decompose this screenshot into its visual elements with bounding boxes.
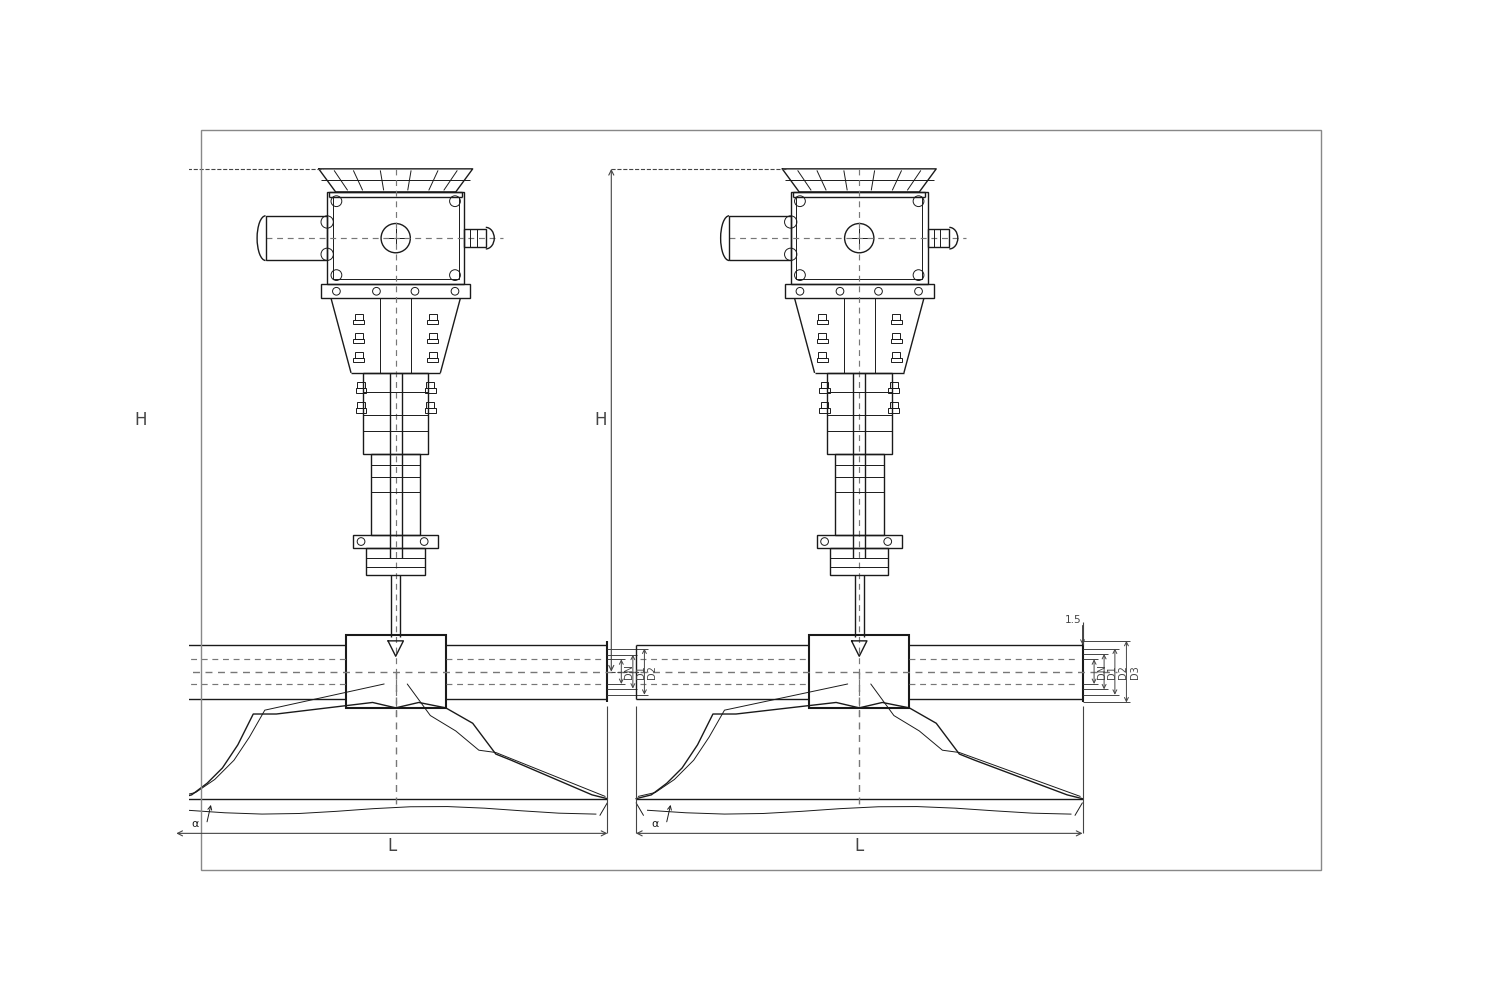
Bar [820, 408, 830, 413]
Bar [729, 216, 790, 260]
Bar [890, 382, 898, 388]
Bar [364, 373, 428, 453]
Bar [429, 314, 437, 320]
Bar [426, 402, 434, 408]
Bar [891, 339, 901, 343]
Text: L: L [854, 837, 864, 854]
Bar [355, 314, 362, 320]
Bar [892, 333, 900, 339]
Text: D3: D3 [1130, 665, 1139, 678]
Bar [367, 548, 425, 575]
Bar [465, 229, 486, 248]
Bar [356, 408, 367, 413]
Bar [321, 284, 471, 298]
Bar [928, 229, 949, 248]
Text: H: H [594, 411, 607, 430]
Bar [266, 216, 327, 260]
Bar [888, 388, 900, 393]
Bar [820, 388, 830, 393]
Bar [830, 548, 888, 575]
Bar [892, 352, 900, 358]
Bar [784, 284, 934, 298]
Text: L: L [388, 837, 396, 854]
Bar [353, 535, 438, 548]
Bar [327, 192, 465, 284]
Bar [796, 197, 922, 279]
Bar [356, 388, 367, 393]
Bar [425, 388, 435, 393]
Bar [353, 339, 364, 343]
Bar [428, 320, 438, 324]
Bar [429, 333, 437, 339]
Bar [809, 636, 909, 708]
Bar [818, 333, 826, 339]
Bar [817, 358, 827, 362]
Bar [818, 314, 826, 320]
Bar [817, 535, 901, 548]
Bar [888, 408, 900, 413]
Bar [425, 408, 435, 413]
Text: 1.5: 1.5 [1065, 615, 1081, 625]
Text: α: α [192, 819, 199, 829]
Bar [429, 352, 437, 358]
Bar [817, 320, 827, 324]
Bar [818, 352, 826, 358]
Text: H: H [135, 411, 147, 430]
Bar [821, 382, 829, 388]
Bar [817, 339, 827, 343]
Bar [358, 402, 365, 408]
Text: α: α [652, 819, 659, 829]
Text: D1: D1 [1108, 665, 1117, 678]
Bar [333, 197, 459, 279]
Bar [426, 382, 434, 388]
Bar [371, 453, 420, 535]
Bar [891, 320, 901, 324]
Bar [892, 314, 900, 320]
Bar [346, 636, 445, 708]
Text: DN: DN [1097, 664, 1108, 679]
Text: DN: DN [624, 664, 634, 679]
Text: D2: D2 [1118, 664, 1129, 678]
Bar [353, 358, 364, 362]
Bar [821, 402, 829, 408]
Bar [890, 402, 898, 408]
Bar [355, 352, 362, 358]
Bar [835, 453, 884, 535]
Bar [355, 333, 362, 339]
Bar [891, 358, 901, 362]
Bar [428, 358, 438, 362]
Bar [353, 320, 364, 324]
Bar [358, 382, 365, 388]
Bar [790, 192, 928, 284]
Text: D2: D2 [647, 664, 658, 678]
Bar [428, 339, 438, 343]
Bar [827, 373, 891, 453]
Text: D1: D1 [636, 665, 646, 678]
